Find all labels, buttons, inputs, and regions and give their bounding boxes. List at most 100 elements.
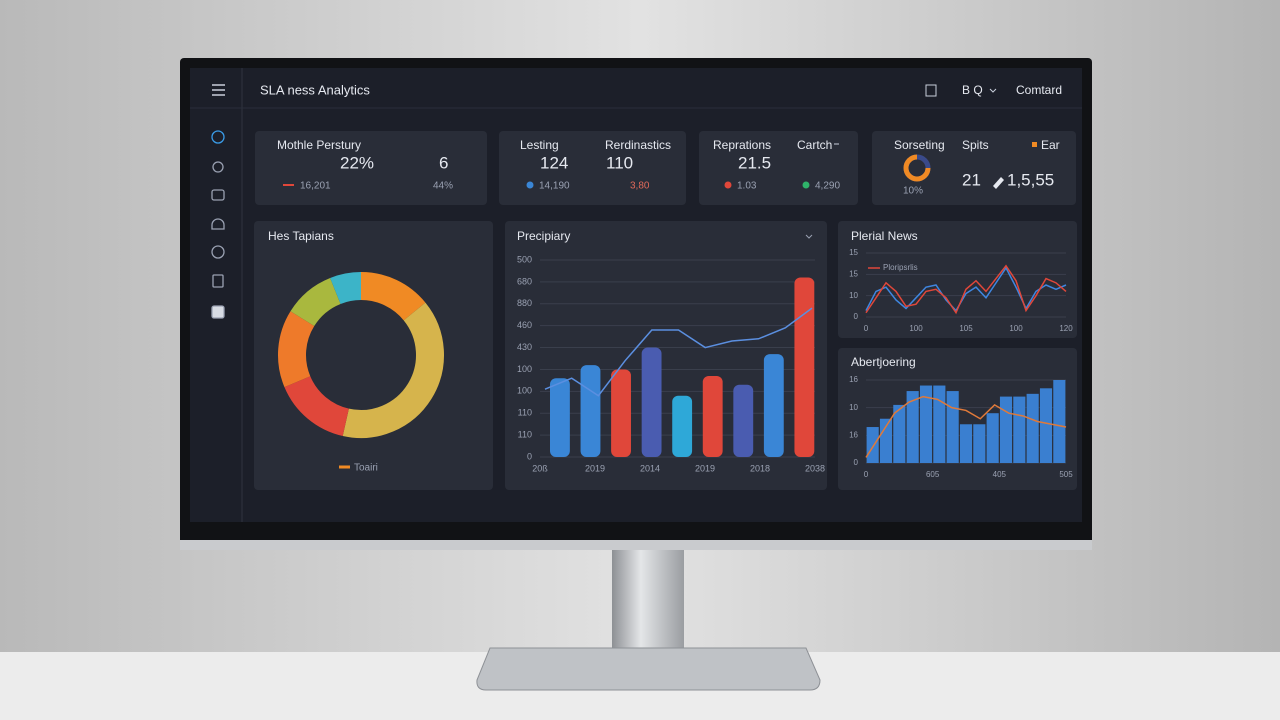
x-tick-label: 2019 xyxy=(585,463,605,473)
bar xyxy=(959,424,973,463)
kpi-sub: 4,290 xyxy=(815,181,840,192)
series-line xyxy=(865,266,1067,312)
bar xyxy=(893,404,906,463)
kpi-indicator xyxy=(526,181,534,189)
kpi-value: 1,5,55 xyxy=(1007,170,1054,189)
monitor-chin xyxy=(180,540,1092,550)
kpi-card xyxy=(255,131,487,205)
bar xyxy=(1013,396,1026,463)
kpi-card xyxy=(699,131,858,205)
x-tick-label: 505 xyxy=(1059,470,1073,479)
donut-segment xyxy=(330,272,362,305)
bar xyxy=(672,395,693,457)
x-tick-label: 105 xyxy=(959,324,973,333)
x-tick-label: 0 xyxy=(864,324,869,333)
edit-icon[interactable] xyxy=(993,177,1004,189)
app-title: SLA ness Analytics xyxy=(260,82,370,97)
bar xyxy=(763,354,784,457)
x-tick-label: 2018 xyxy=(750,463,770,473)
menu-icon[interactable] xyxy=(212,84,225,96)
bar xyxy=(933,385,946,463)
x-tick-label: 100 xyxy=(909,324,923,333)
doc-icon[interactable] xyxy=(925,84,937,97)
header-menu[interactable]: B Q xyxy=(962,83,983,97)
y-tick-label: 500 xyxy=(517,254,532,264)
bar xyxy=(733,384,754,457)
x-tick-label: 405 xyxy=(993,470,1007,479)
header-menu[interactable]: Comtard xyxy=(1016,83,1062,97)
kpi-label: Sorseting xyxy=(894,138,945,152)
bar xyxy=(611,369,631,457)
x-tick-label: 2019 xyxy=(695,463,715,473)
y-tick-label: 100 xyxy=(517,386,532,396)
kpi-value: 22% xyxy=(340,153,374,172)
x-tick-label: 2014 xyxy=(640,463,660,473)
legend-label: Ploripsrlis xyxy=(883,263,918,272)
y-tick-label: 110 xyxy=(518,429,532,439)
x-tick-label: 120 xyxy=(1059,324,1073,333)
kpi-value: 110 xyxy=(606,153,633,172)
y-tick-label: 430 xyxy=(517,342,532,352)
y-tick-label: 100 xyxy=(517,364,532,374)
x-tick-label: 0 xyxy=(864,470,869,479)
bar xyxy=(999,396,1013,463)
kpi-sub: 16,201 xyxy=(300,181,331,192)
bar xyxy=(1039,388,1053,463)
panel-title: Precipiary xyxy=(517,229,570,243)
kpi-value: 21 xyxy=(962,170,981,189)
x-tick-label: 2038 xyxy=(805,463,825,473)
bar xyxy=(986,413,999,463)
panel-title: Plerial News xyxy=(851,229,918,243)
trend-line xyxy=(865,395,1067,458)
kpi-label: Spits xyxy=(962,138,989,152)
dropdown-caret[interactable] xyxy=(989,88,997,93)
kpi-value: 6 xyxy=(439,153,448,172)
y-tick-label: 0 xyxy=(527,451,532,461)
kpi-indicator xyxy=(724,181,732,189)
kpi-card xyxy=(499,131,686,205)
legend-label: Toairi xyxy=(354,463,378,474)
panel-caret[interactable] xyxy=(805,234,813,239)
donut-segment xyxy=(342,302,444,438)
bar xyxy=(702,376,723,457)
panel-title: Hes Tapians xyxy=(268,229,334,243)
kpi-sub: 1.03 xyxy=(737,181,757,192)
bar xyxy=(866,427,879,463)
y-tick-label: 16 xyxy=(849,430,858,439)
stand-base xyxy=(476,647,821,691)
panel-title: Abertjoering xyxy=(851,355,916,369)
kpi-label: Rerdinastics xyxy=(605,138,671,152)
bar xyxy=(973,424,986,463)
donut-segment xyxy=(290,277,342,327)
kpi-value: 21.5 xyxy=(738,153,771,172)
kpi-value: 124 xyxy=(540,153,568,172)
y-tick-label: 0 xyxy=(854,458,859,467)
y-tick-label: 110 xyxy=(518,408,532,418)
series-line xyxy=(865,264,1067,315)
y-tick-label: 10 xyxy=(849,291,858,300)
x-tick-label: 20ß xyxy=(532,463,548,473)
y-tick-label: 16 xyxy=(849,375,858,384)
y-tick-label: 0 xyxy=(854,312,859,321)
kpi-ring xyxy=(903,154,931,182)
y-tick-label: 680 xyxy=(517,276,532,286)
legend-label: Ear xyxy=(1041,138,1060,152)
bar xyxy=(641,347,662,457)
trend-line xyxy=(544,307,813,397)
legend-swatch xyxy=(1032,142,1037,147)
kpi-card xyxy=(872,131,1076,205)
sidebar-icons[interactable] xyxy=(211,130,225,319)
kpi-label: Lesting xyxy=(520,138,559,152)
kpi-value: 10% xyxy=(903,186,923,197)
bar xyxy=(906,391,919,463)
stand-neck xyxy=(612,550,684,654)
y-tick-label: 460 xyxy=(517,320,532,330)
bar xyxy=(1026,393,1039,463)
donut-segment xyxy=(284,375,350,436)
bar xyxy=(1053,380,1066,463)
x-tick-label: 100 xyxy=(1009,324,1023,333)
bar xyxy=(580,365,601,457)
kpi-indicator xyxy=(802,181,810,189)
